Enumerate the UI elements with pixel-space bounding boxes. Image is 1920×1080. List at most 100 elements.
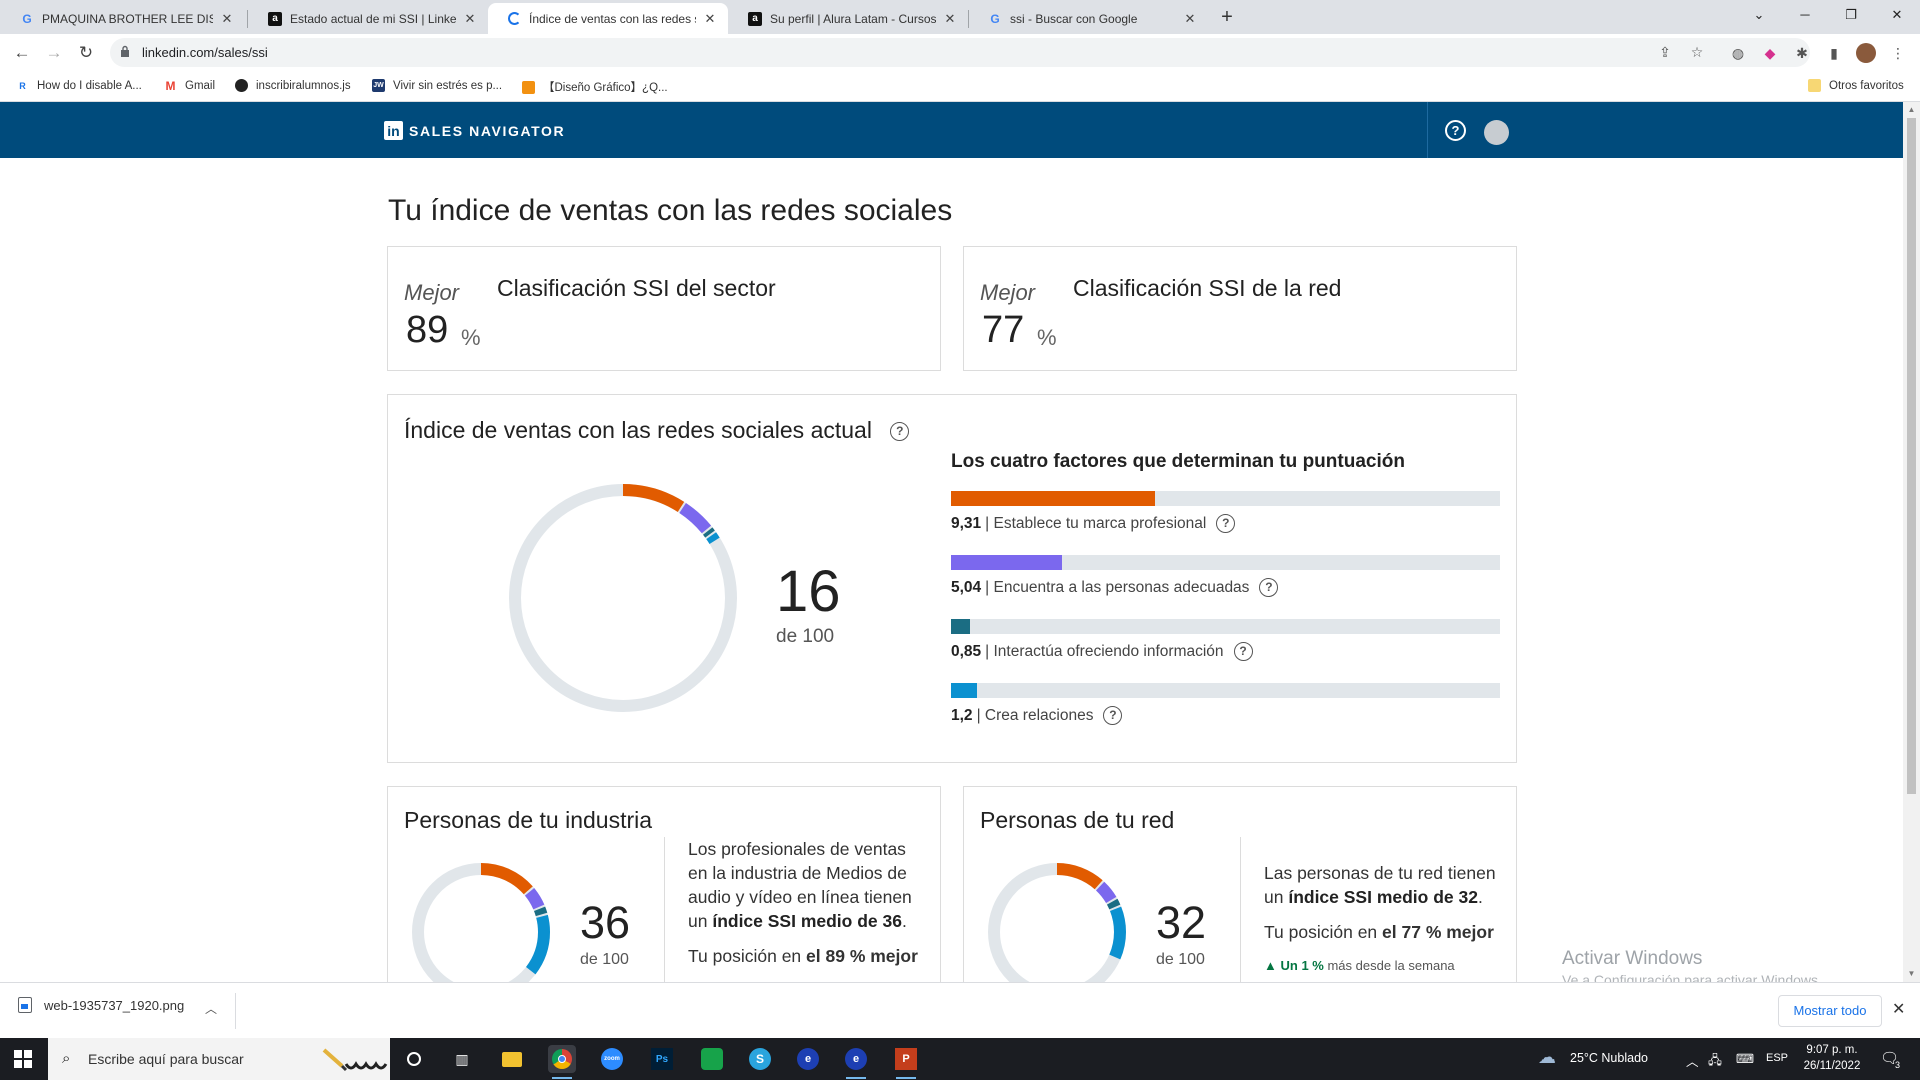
factor-fill [951, 619, 970, 634]
browser-tab-2[interactable]: a Estado actual de mi SSI | LinkedIn ✕ [248, 3, 488, 34]
search-placeholder: Escribe aquí para buscar [88, 1051, 244, 1067]
windows-start-icon[interactable] [14, 1050, 32, 1068]
github-icon [235, 79, 248, 92]
scroll-up-icon[interactable]: ▲ [1907, 105, 1916, 114]
bookmark-label: 【Diseño Gráfico】¿Q... [543, 82, 668, 94]
page-title: Tu índice de ventas con las redes social… [388, 194, 953, 227]
industry-card: Personas de tu industria 36 de 100 Los p… [387, 786, 941, 982]
minimize-button[interactable]: ─ [1800, 7, 1810, 22]
close-window-button[interactable]: ✕ [1891, 7, 1903, 22]
ring-segment [988, 863, 1126, 982]
close-icon[interactable]: ✕ [704, 10, 716, 26]
tab-separator [247, 10, 248, 28]
notifications-count: 3 [1895, 1060, 1901, 1070]
weather-icon[interactable]: ☁ [1538, 1047, 1556, 1067]
forward-arrow-icon[interactable]: → [45, 43, 63, 62]
avatar[interactable] [1484, 120, 1509, 145]
reload-icon[interactable]: ↻ [78, 43, 94, 62]
trend-up-icon: ▲ [1264, 958, 1277, 973]
factor-fill [951, 555, 1062, 570]
rank-unit: % [461, 325, 481, 350]
help-icon[interactable]: ? [1216, 514, 1236, 533]
restore-button[interactable]: ❐ [1845, 7, 1857, 22]
e-app-icon[interactable]: e [794, 1045, 822, 1073]
other-bookmarks[interactable]: Otros favoritos [1808, 79, 1904, 92]
page-scrollbar[interactable]: ▲ ▼ [1903, 102, 1920, 982]
task-view-icon[interactable]: ▥ [455, 1050, 469, 1067]
bookmark-label: inscribiralumnos.js [256, 79, 351, 92]
close-icon[interactable]: ✕ [1184, 10, 1196, 26]
ring-segment [412, 863, 550, 982]
extension-drop-icon[interactable]: ◆ [1764, 45, 1776, 61]
photoshop-icon[interactable]: Ps [648, 1045, 676, 1073]
network-icon[interactable]: 🖧 [1708, 1053, 1722, 1067]
extension-globe-icon[interactable]: ◍ [1731, 45, 1745, 61]
help-icon[interactable]: ? [890, 422, 910, 442]
s-app-icon[interactable]: S [746, 1045, 774, 1073]
tab-search-icon[interactable]: ⌄ [1753, 7, 1765, 22]
zoom-icon[interactable]: zoom [598, 1045, 626, 1073]
browser-tab-5[interactable]: G ssi - Buscar con Google ✕ [968, 3, 1208, 34]
star-icon[interactable]: ☆ [1690, 44, 1704, 60]
help-icon[interactable]: ? [1103, 706, 1123, 725]
bookmark-2[interactable]: M Gmail [164, 79, 216, 93]
network-score: 32 [1156, 897, 1207, 948]
e-app-icon-2[interactable]: e [842, 1045, 870, 1079]
desc-text: . [901, 911, 907, 931]
industry-score-of: de 100 [580, 951, 629, 968]
share-icon[interactable]: ⇪ [1659, 44, 1671, 60]
bookmark-3[interactable]: inscribiralumnos.js [235, 79, 351, 92]
factor-fill [951, 491, 1156, 506]
profile-avatar[interactable] [1856, 43, 1876, 63]
weather-text[interactable]: 25°C Nublado [1570, 1051, 1648, 1065]
download-item[interactable]: web-1935737_1920.png [18, 997, 184, 1013]
chrome-icon[interactable] [548, 1045, 576, 1079]
new-tab-button[interactable]: + [1221, 6, 1233, 28]
cortana-icon[interactable] [400, 1045, 428, 1073]
chevron-up-icon[interactable]: ︿ [205, 1002, 218, 1016]
keyboard-icon[interactable]: ⌨ [1736, 1052, 1755, 1066]
browser-tab-1[interactable]: G PMAQUINA BROTHER LEE DISEÑ ✕ [0, 3, 245, 34]
close-icon[interactable]: ✕ [944, 10, 956, 26]
factor-value: 5,04 [951, 578, 982, 596]
puzzle-icon[interactable]: ✱ [1796, 45, 1808, 61]
bookmarks-bar: R How do I disable A... M Gmail inscribi… [0, 71, 1920, 102]
url-bar[interactable]: linkedin.com/sales/ssi ⇪ ☆ [110, 38, 1810, 67]
chevron-up-icon[interactable]: ︿ [1686, 1055, 1699, 1069]
address-toolbar: ← → ↻ linkedin.com/sales/ssi ⇪ ☆ ◍ ◆ ✱ ▮… [0, 34, 1920, 71]
factor-value: 0,85 [951, 642, 982, 660]
clock[interactable]: 9:07 p. m. 26/11/2022 [1792, 1042, 1872, 1074]
show-all-button[interactable]: Mostrar todo [1778, 995, 1882, 1027]
menu-icon[interactable]: ⋮ [1891, 45, 1905, 61]
industry-position: Tu posición en el 89 % mejor [688, 946, 918, 967]
scrollbar-thumb[interactable] [1907, 118, 1916, 794]
scroll-down-icon[interactable]: ▼ [1907, 969, 1916, 978]
a-icon: a [268, 11, 282, 26]
factor-value: 1,2 [951, 706, 973, 724]
sales-navigator-logo[interactable]: in SALES NAVIGATOR [384, 121, 565, 140]
position-bold: el 89 % mejor [806, 946, 918, 966]
browser-tab-3[interactable]: Índice de ventas con las redes so ✕ [488, 3, 728, 34]
help-icon[interactable]: ? [1233, 642, 1253, 661]
bookmark-1[interactable]: R How do I disable A... [16, 79, 142, 92]
close-icon[interactable]: ✕ [1892, 1001, 1906, 1018]
close-icon[interactable]: ✕ [464, 10, 476, 26]
side-panel-icon[interactable]: ▮ [1830, 45, 1838, 61]
language-indicator[interactable]: ESP [1766, 1052, 1789, 1064]
help-icon[interactable]: ? [1259, 578, 1279, 597]
bookmark-5[interactable]: 【Diseño Gráfico】¿Q... [522, 79, 668, 95]
industry-heading: Personas de tu industria [404, 807, 653, 833]
factors-title: Los cuatro factores que determinan tu pu… [951, 451, 1405, 472]
help-icon[interactable]: ? [1445, 120, 1466, 141]
divider [1240, 837, 1241, 982]
position-text: Tu posición en [1264, 922, 1383, 942]
notifications-icon[interactable]: 🗨 [1880, 1050, 1900, 1067]
file-explorer-icon[interactable] [498, 1045, 526, 1073]
powerpoint-icon[interactable]: P [892, 1045, 920, 1079]
back-arrow-icon[interactable]: ← [13, 43, 31, 62]
taskbar-search[interactable]: ⌕ Escribe aquí para buscar [48, 1038, 390, 1080]
close-icon[interactable]: ✕ [221, 10, 233, 26]
browser-tab-4[interactable]: a Su perfil | Alura Latam - Cursos o ✕ [728, 3, 968, 34]
green-app-icon[interactable] [698, 1045, 726, 1073]
bookmark-4[interactable]: JW Vivir sin estrés es p... [372, 79, 502, 92]
